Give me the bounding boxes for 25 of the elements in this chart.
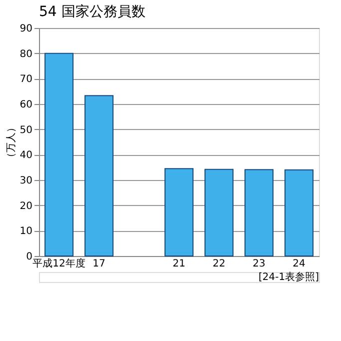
x-tick-label: 21 <box>172 258 186 270</box>
x-tick-label: 24 <box>292 258 306 270</box>
bar <box>284 169 314 256</box>
y-tick-label: 10 <box>20 226 32 238</box>
bar <box>204 168 234 256</box>
y-axis-title: （万人） <box>6 122 17 162</box>
x-tick-label: 平成12年度 <box>32 258 86 270</box>
chart-title: 54 国家公務員数 <box>39 4 146 20</box>
bar <box>44 52 74 256</box>
x-tick-label: 17 <box>92 258 106 270</box>
text: [24-1表参照] <box>258 271 320 283</box>
y-tick-label: 80 <box>20 48 32 60</box>
x-tick-label: 22 <box>212 258 226 270</box>
y-tick-label: 90 <box>20 24 32 34</box>
y-tick-label: 30 <box>20 176 32 186</box>
y-tick-label: 40 <box>20 150 32 162</box>
y-tick-label: 20 <box>20 200 32 212</box>
x-tick-label: 23 <box>252 258 266 270</box>
bar <box>244 169 274 256</box>
y-tick-label: 50 <box>20 124 32 136</box>
y-tick-label: 70 <box>20 74 32 86</box>
bar <box>164 168 194 256</box>
y-tick-label: 0 <box>26 252 32 262</box>
bar <box>84 95 114 256</box>
y-tick-label: 60 <box>20 100 32 110</box>
